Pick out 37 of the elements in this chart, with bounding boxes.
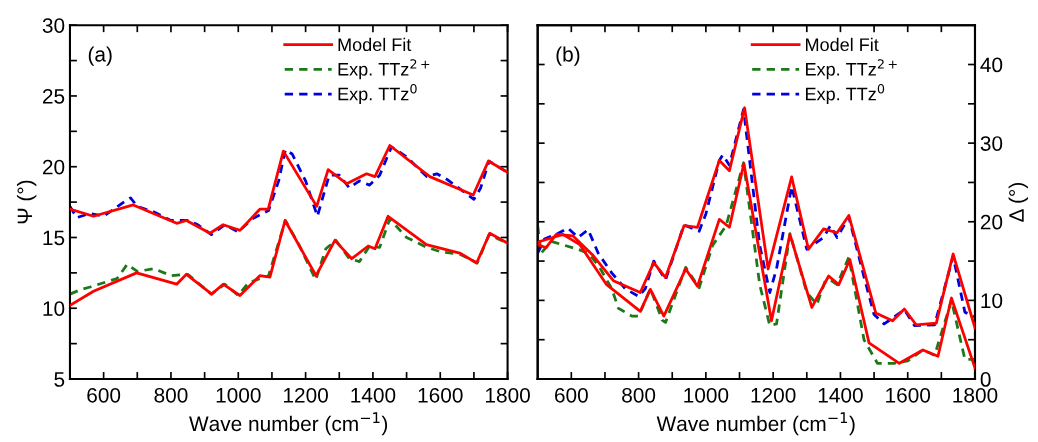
y2-tick-label: 10 bbox=[981, 293, 1003, 309]
y2-tick-label: 20 bbox=[980, 214, 1003, 230]
y-tick-label: 15 bbox=[43, 230, 65, 246]
x-tick-label: 600 bbox=[87, 387, 121, 403]
legend-label: Exp. TTz$^{0}$ bbox=[806, 83, 885, 104]
x-tick-label: 1400 bbox=[818, 387, 863, 403]
y-tick-label: 25 bbox=[42, 88, 65, 104]
x-tick-label: 1800 bbox=[486, 387, 530, 403]
x-tick-label: 800 bbox=[622, 387, 656, 403]
legend-label: Exp. TTz$^{0}$ bbox=[338, 83, 417, 104]
annotation: (b) bbox=[556, 46, 580, 66]
y2-axis-title: Δ (°) bbox=[1008, 183, 1028, 222]
y2-tick-label: 40 bbox=[980, 57, 1003, 73]
legend-label: Model Fit bbox=[806, 37, 879, 52]
legend-label: Exp. TTz$^{2+}$ bbox=[338, 59, 430, 80]
x-tick-label: 1600 bbox=[418, 387, 463, 403]
y-tick-label: 5 bbox=[54, 372, 65, 387]
x-tick-label: 1200 bbox=[751, 387, 796, 403]
x-tick-label: 1800 bbox=[953, 387, 998, 403]
x-tick-label: 600 bbox=[555, 387, 588, 403]
x-tick-label: 800 bbox=[154, 387, 188, 403]
x-tick-label: 1200 bbox=[284, 387, 328, 403]
annotation: (a) bbox=[88, 46, 112, 66]
legend-label: Model Fit bbox=[338, 37, 412, 52]
x-axis-title: Wave number (cm$^{−1}$) bbox=[656, 412, 855, 436]
y-tick-label: 10 bbox=[43, 301, 65, 316]
y-tick-label: 20 bbox=[42, 159, 65, 175]
x-axis-title: Wave number (cm$^{−1}$) bbox=[189, 412, 388, 436]
y2-tick-label: 0 bbox=[980, 372, 991, 387]
x-tick-label: 1600 bbox=[886, 387, 931, 403]
x-tick-label: 1000 bbox=[684, 387, 729, 403]
legend-label: Exp. TTz$^{2+}$ bbox=[806, 59, 897, 80]
y-tick-label: 30 bbox=[42, 18, 65, 33]
x-tick-label: 1000 bbox=[216, 387, 261, 403]
y-axis-title: Ψ (°) bbox=[16, 180, 37, 224]
y2-tick-label: 30 bbox=[980, 136, 1003, 151]
x-tick-label: 1400 bbox=[351, 387, 396, 403]
